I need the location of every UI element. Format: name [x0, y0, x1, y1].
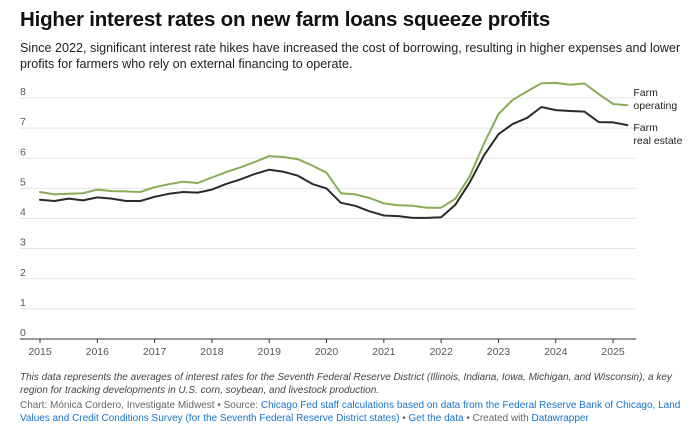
x-tick-label: 2021 — [372, 346, 396, 358]
get-data-link[interactable]: Get the data — [408, 412, 464, 424]
y-tick-label: 2 — [20, 267, 26, 279]
y-tick-label: 8 — [20, 86, 26, 98]
footer-separator: • — [399, 412, 409, 424]
x-tick-label: 2018 — [200, 346, 224, 358]
y-tick-label: 1 — [20, 297, 26, 309]
x-tick-label: 2025 — [601, 346, 625, 358]
farm-operating-line — [39, 81, 629, 209]
tick-layer: 0 1 2 3 4 5 6 7 8 2015 2016 2017 2018 2019 2020 2021 202… — [20, 86, 625, 358]
y-tick-label: 4 — [20, 207, 26, 219]
y-tick-label: 3 — [20, 237, 26, 249]
grid-layer — [20, 97, 636, 340]
chart-subtitle: Since 2022, significant interest rate hi… — [20, 41, 681, 71]
chart-footer: Chart: Mónica Cordero, Investigate Midwe… — [20, 400, 690, 425]
chart-credit: Chart: Mónica Cordero, Investigate Midwe… — [20, 400, 215, 411]
x-tick-label: 2022 — [429, 346, 453, 358]
x-tick-label: 2024 — [544, 346, 568, 358]
x-tick-label: 2023 — [487, 346, 511, 358]
x-tick-label: 2017 — [143, 346, 167, 358]
source-link[interactable]: Chicago Fed staff calculations based on … — [20, 400, 681, 424]
chart-title: Higher interest rates on new farm loans … — [20, 8, 551, 31]
y-tick-label: 0 — [20, 327, 26, 339]
chart-note: This data represents the averages of int… — [20, 372, 672, 396]
created-prefix: • Created with — [463, 412, 532, 424]
farm-operating-label: Farm operating — [633, 87, 677, 112]
y-tick-label: 6 — [20, 146, 26, 158]
label-layer: Farm operating Farm real estate — [633, 87, 682, 147]
y-tick-label: 7 — [20, 116, 26, 128]
source-prefix: • Source: — [214, 400, 261, 411]
datawrapper-link[interactable]: Datawrapper — [531, 412, 589, 424]
x-tick-label: 2019 — [258, 346, 282, 358]
x-tick-label: 2020 — [315, 346, 339, 358]
x-tick-label: 2015 — [28, 346, 52, 358]
farm-real-estate-line — [39, 106, 629, 219]
line-layer — [39, 81, 629, 219]
y-tick-label: 5 — [20, 176, 26, 188]
farm-real-estate-label: Farm real estate — [633, 122, 682, 147]
x-tick-label: 2016 — [86, 346, 110, 358]
